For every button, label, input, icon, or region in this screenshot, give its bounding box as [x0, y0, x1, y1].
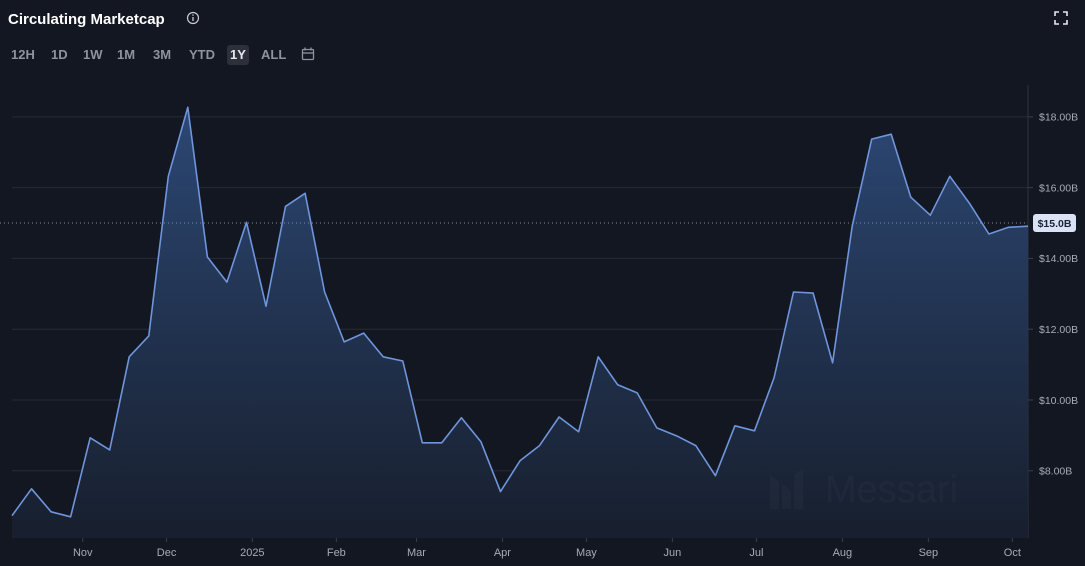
range-button[interactable]: YTD [189, 47, 215, 62]
current-label: $15.0B [1038, 218, 1072, 230]
x-tick-label: Jun [664, 547, 682, 559]
range-button[interactable]: 12H [11, 47, 35, 62]
x-tick-label: Aug [833, 547, 853, 559]
range-button[interactable]: 1W [83, 47, 103, 62]
x-tick-label: Nov [73, 547, 93, 559]
calendar-icon[interactable] [301, 47, 315, 61]
x-tick-label: Jul [749, 547, 763, 559]
expand-icon[interactable] [1054, 11, 1068, 25]
x-tick-label: Mar [407, 547, 426, 559]
x-tick-label: Feb [327, 547, 346, 559]
x-tick-label: Sep [919, 547, 939, 559]
y-tick-label: $10.00B [1039, 395, 1078, 407]
y-tick-label: $18.00B [1039, 112, 1078, 124]
x-tick-label: Oct [1004, 547, 1021, 559]
y-tick-label: $12.00B [1039, 324, 1078, 336]
range-button[interactable]: ALL [261, 47, 287, 62]
x-tick-label: 2025 [240, 547, 264, 559]
info-icon[interactable] [186, 11, 200, 25]
y-tick-label: $16.00B [1039, 182, 1078, 194]
current-tag [1033, 214, 1076, 233]
line [11, 106, 1029, 518]
y-tick-label: $8.00B [1039, 466, 1072, 478]
x-tick-label: May [576, 547, 597, 559]
range-button[interactable]: 1D [51, 47, 68, 62]
chart-title: Circulating Marketcap [8, 11, 165, 28]
y-tick-label: $14.00B [1039, 253, 1078, 265]
range-button[interactable]: 1Y [227, 45, 249, 65]
x-tick-label: Apr [494, 547, 511, 559]
range-button[interactable]: 3M [153, 47, 172, 62]
x-tick-label: Dec [157, 547, 177, 559]
range-button[interactable]: 1M [117, 47, 136, 62]
area [12, 107, 1028, 539]
